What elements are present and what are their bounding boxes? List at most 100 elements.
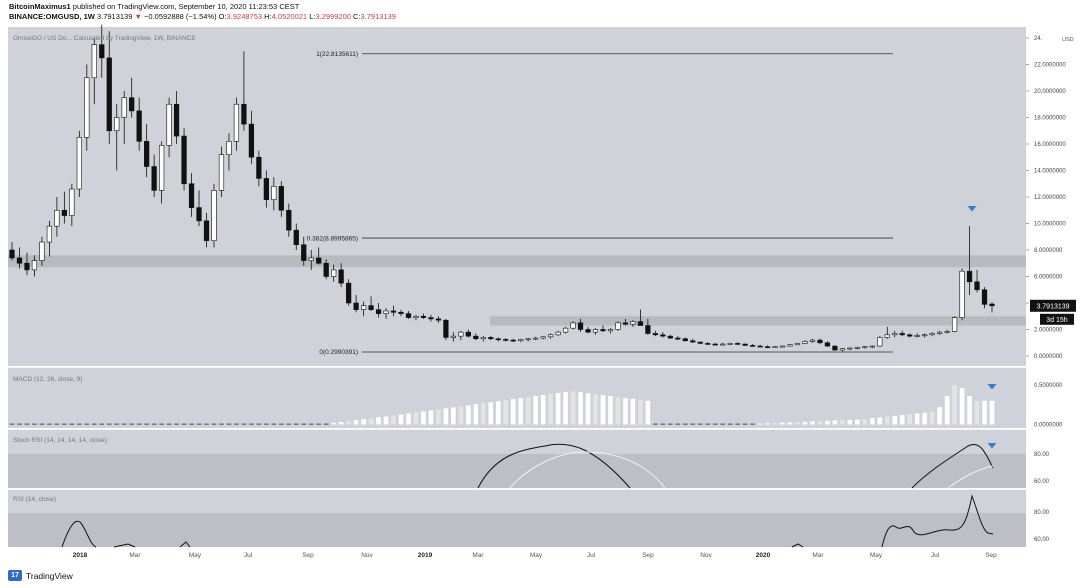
candle-body: [922, 334, 928, 337]
last-price-label: 3.7913139: [1036, 303, 1069, 310]
published-text: published on TradingView.com, September …: [72, 2, 300, 11]
candle-body: [188, 183, 195, 208]
macd-bar: [376, 417, 381, 425]
macd-bar: [488, 402, 494, 425]
x-tick-label: Sep: [985, 552, 997, 559]
macd-bar: [234, 423, 239, 425]
macd-bar: [286, 423, 292, 425]
candle-body: [91, 44, 97, 79]
candle-body: [301, 244, 307, 261]
candle-body: [383, 310, 389, 314]
macd-bar: [77, 423, 82, 425]
symbol-label: BINANCE:OMGUSD, 1W: [9, 12, 95, 21]
macd-bar: [884, 416, 890, 425]
candle-body: [675, 337, 681, 340]
macd-bar: [675, 423, 681, 425]
macd-bar: [301, 423, 307, 425]
candle-body: [749, 345, 756, 347]
tradingview-footer: 17 TradingView: [8, 570, 73, 581]
candle-body: [61, 209, 67, 216]
candle-body: [106, 57, 112, 132]
x-tick-label: May: [870, 552, 883, 559]
x-tick-label: May: [530, 552, 543, 559]
macd-bar: [705, 423, 711, 425]
macd-bar: [323, 423, 329, 425]
y-tick-label: 12.0000000: [1034, 195, 1066, 201]
candle-body: [368, 305, 374, 310]
macd-bar: [331, 422, 336, 425]
candle-body: [390, 310, 397, 313]
macd-bar: [264, 423, 269, 425]
macd-bar: [593, 394, 598, 425]
candle-body: [256, 156, 262, 179]
candle-body: [353, 302, 359, 310]
macd-bar: [316, 423, 322, 425]
candle-body: [443, 319, 449, 338]
last-price-box: [1030, 299, 1076, 312]
macd-bar: [967, 396, 972, 425]
candle-body: [488, 337, 494, 340]
candle-body: [114, 117, 120, 132]
x-tick-label: 2018: [73, 552, 88, 559]
bearish-marker-icon: [967, 206, 977, 212]
macd-bar: [914, 413, 920, 425]
candle-body: [173, 103, 180, 137]
macd-bar: [174, 423, 179, 425]
rsi-band: [8, 513, 1026, 547]
change-value: −0.0592888 (−1.54%): [144, 12, 217, 21]
pane-bg-1: [8, 367, 1026, 428]
change-arrow: ▼: [134, 12, 142, 21]
candle-body: [555, 331, 561, 336]
candle-body: [76, 137, 82, 190]
candle-body: [645, 325, 651, 334]
macd-bar: [99, 423, 105, 425]
stoch-d-line: [947, 465, 994, 489]
macd-bar: [929, 411, 935, 425]
macd-bar: [91, 423, 97, 425]
macd-bar: [62, 423, 67, 425]
fib-level-label: 0.382(8.8995865): [307, 235, 358, 242]
last-price: 3.7913139: [96, 12, 133, 21]
candle-body: [46, 225, 53, 243]
publisher-name: BitcoinMaximus1: [9, 2, 71, 11]
candle-body: [465, 331, 471, 337]
candle-body: [877, 337, 883, 347]
macd-bar: [922, 412, 927, 425]
candle-body: [331, 269, 337, 277]
macd-bar: [54, 423, 60, 425]
candle-body: [510, 339, 516, 342]
macd-bar: [989, 400, 995, 425]
support-resistance-zone: [8, 255, 1026, 268]
candle-body: [9, 249, 15, 259]
macd-bar: [166, 423, 172, 425]
candle-body: [518, 339, 524, 342]
macd-bar: [892, 415, 898, 425]
candle-body: [375, 309, 382, 314]
stoch-k-line: [477, 443, 631, 489]
candle-body: [226, 141, 232, 155]
macd-bar: [623, 397, 628, 425]
y-tick-label: 6.0000000: [1034, 275, 1063, 281]
candle-body: [847, 347, 853, 350]
candle-body: [779, 345, 786, 348]
macd-bar: [211, 423, 217, 425]
candle-body: [413, 315, 419, 318]
macd-bar: [518, 398, 524, 425]
macd-bar: [473, 404, 479, 425]
candle-body: [136, 110, 142, 142]
candle-body: [981, 289, 988, 305]
macd-bar: [293, 423, 299, 425]
candle-body: [622, 322, 629, 325]
macd-bar: [638, 399, 643, 425]
publish-line: BitcoinMaximus1 published on TradingView…: [9, 2, 299, 11]
candle-body: [211, 190, 217, 242]
candle-body: [854, 347, 860, 349]
macd-bar: [555, 392, 561, 425]
candle-body: [278, 186, 284, 211]
candle-body: [533, 337, 539, 340]
macd-bar: [750, 423, 755, 425]
candle-body: [667, 335, 673, 339]
macd-bar: [480, 403, 486, 425]
fib-level-label: 0(0.2990391): [319, 349, 358, 356]
